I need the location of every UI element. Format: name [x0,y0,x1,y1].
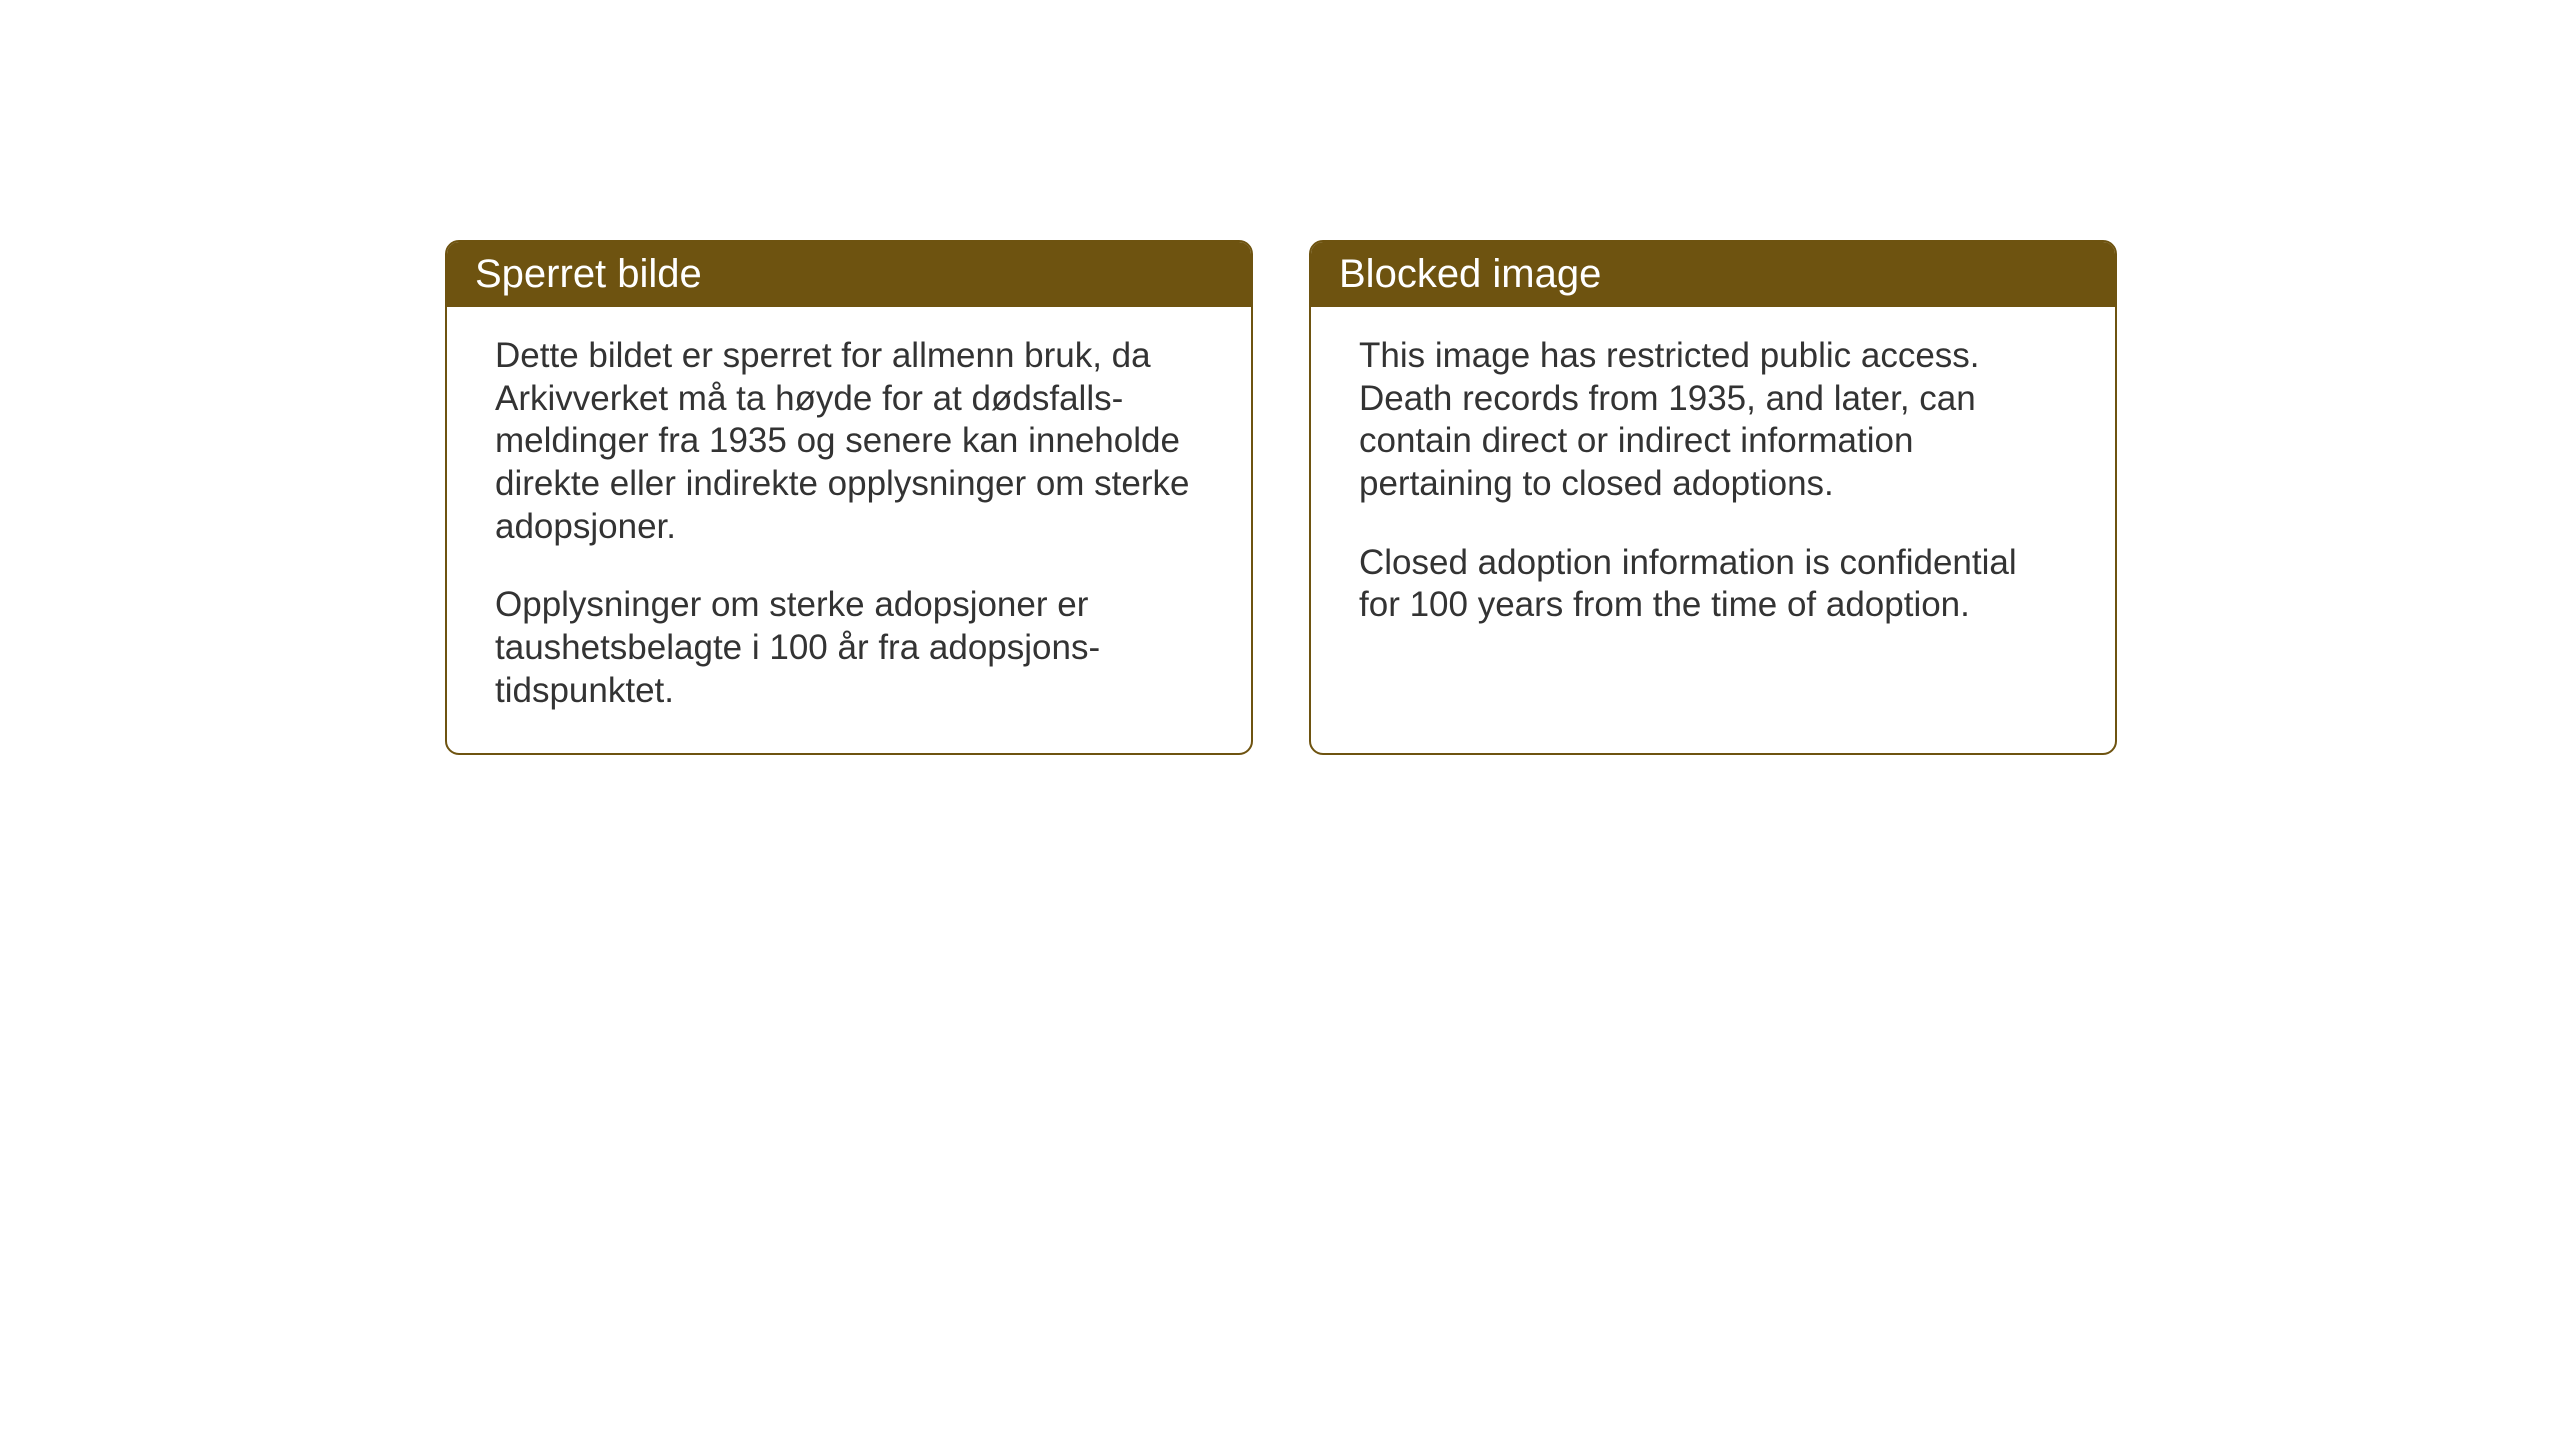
english-paragraph-2: Closed adoption information is confident… [1359,542,2067,627]
english-card-title: Blocked image [1311,242,2115,307]
english-paragraph-1: This image has restricted public access.… [1359,335,2067,506]
norwegian-paragraph-1: Dette bildet er sperret for allmenn bruk… [495,335,1203,548]
norwegian-notice-card: Sperret bilde Dette bildet er sperret fo… [445,240,1253,755]
norwegian-card-body: Dette bildet er sperret for allmenn bruk… [447,307,1251,753]
notice-container: Sperret bilde Dette bildet er sperret fo… [445,240,2117,755]
english-notice-card: Blocked image This image has restricted … [1309,240,2117,755]
norwegian-paragraph-2: Opplysninger om sterke adopsjoner er tau… [495,584,1203,712]
norwegian-card-title: Sperret bilde [447,242,1251,307]
english-card-body: This image has restricted public access.… [1311,307,2115,727]
